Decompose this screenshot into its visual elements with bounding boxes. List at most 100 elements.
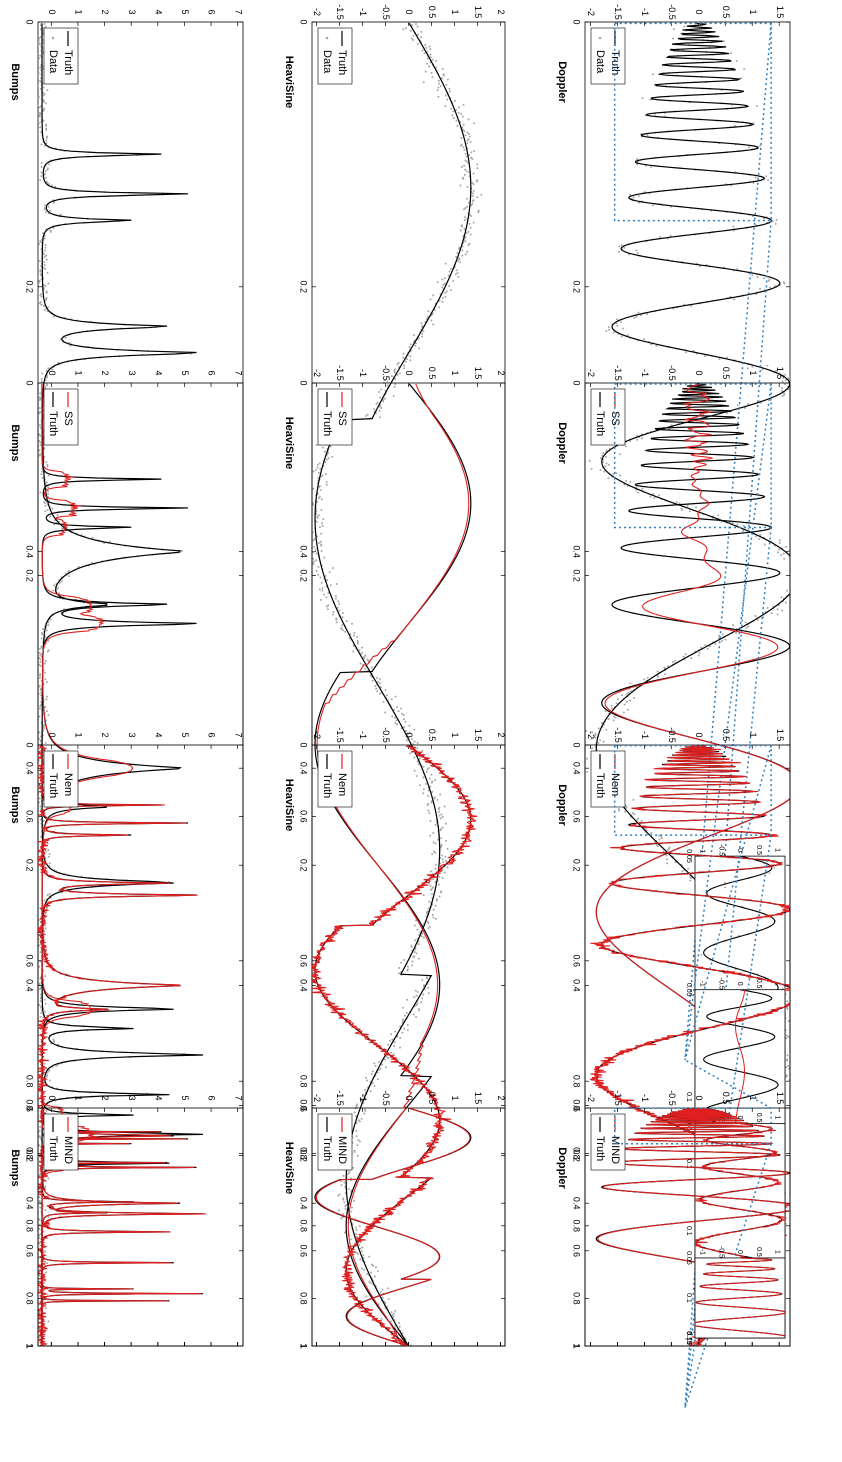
data-point — [327, 604, 330, 607]
data-point — [466, 185, 469, 188]
inset-y-tick-label: -0.5 — [717, 844, 724, 856]
y-tick-label: 7 — [233, 370, 243, 375]
data-point — [431, 75, 434, 78]
data-point — [42, 266, 45, 269]
data-point — [38, 1234, 41, 1237]
data-point — [39, 654, 42, 657]
data-point — [463, 130, 466, 133]
data-point — [42, 101, 45, 104]
data-point — [44, 741, 47, 744]
data-point — [607, 477, 610, 480]
data-point — [38, 715, 41, 718]
data-point — [446, 78, 449, 81]
data-point — [599, 469, 602, 472]
data-point — [406, 969, 409, 972]
data-point — [428, 900, 431, 903]
data-point — [428, 812, 431, 815]
x-tick-label: 1 — [25, 1343, 35, 1348]
data-point — [47, 855, 50, 858]
data-point — [369, 1282, 372, 1285]
data-point — [455, 269, 458, 272]
data-point — [680, 508, 683, 511]
data-point — [39, 294, 42, 297]
data-point — [743, 68, 746, 71]
data-point — [46, 271, 49, 274]
data-point — [460, 165, 463, 168]
data-point — [38, 97, 40, 100]
data-point — [47, 474, 50, 477]
data-point — [470, 156, 473, 159]
data-point — [421, 749, 424, 752]
data-point — [447, 274, 450, 277]
data-point — [790, 566, 792, 568]
zoom-box — [613, 22, 772, 222]
x-tick-label: 0.2 — [25, 859, 35, 872]
data-point — [783, 393, 786, 396]
data-point — [325, 481, 328, 484]
data-point — [317, 565, 320, 568]
data-point — [40, 380, 43, 383]
y-tick-label: 1 — [748, 370, 758, 375]
y-tick-label: 0 — [47, 9, 57, 14]
data-point — [464, 134, 467, 137]
data-point — [441, 286, 444, 289]
data-point — [312, 539, 315, 542]
data-point — [39, 426, 42, 429]
data-point — [378, 1061, 381, 1064]
x-tick-label: 1 — [25, 1343, 35, 1348]
data-point — [44, 974, 47, 977]
data-point — [393, 371, 396, 374]
legend: Truth Nem — [43, 750, 79, 808]
data-point — [47, 486, 50, 489]
data-point — [44, 1010, 47, 1013]
data-point — [383, 379, 386, 382]
data-point — [45, 907, 48, 910]
data-point — [379, 686, 382, 689]
data-point — [429, 834, 432, 837]
inset-data-point — [768, 872, 771, 874]
axes-frame — [311, 382, 506, 1347]
data-point — [398, 1321, 401, 1324]
data-point — [422, 792, 425, 795]
data-point — [384, 1058, 387, 1061]
data-point — [439, 85, 442, 88]
data-point — [629, 682, 632, 685]
data-point — [305, 530, 307, 532]
data-point — [53, 584, 56, 587]
data-point — [787, 1019, 790, 1022]
data-point — [38, 663, 41, 666]
data-point — [376, 690, 379, 693]
data-point — [47, 624, 50, 627]
data-point — [640, 820, 643, 823]
y-tick-label: 1 — [74, 370, 84, 375]
data-point — [40, 835, 43, 838]
data-point — [344, 1205, 347, 1208]
data-point — [614, 716, 617, 719]
data-point — [695, 506, 698, 509]
panel-mind-doppler: 0 0.2 0.4 0.6 0.8 1 1.5 1 0.5 0 -0.5 -1 -1.5 -2 Dopple… — [556, 1059, 791, 1409]
data-point — [410, 1344, 413, 1346]
data-point — [434, 851, 437, 854]
data-point — [636, 438, 639, 441]
data-point — [464, 207, 467, 210]
data-point — [47, 1215, 50, 1218]
data-point — [399, 1046, 402, 1049]
data-point — [465, 169, 468, 172]
y-tick-label: 5 — [180, 9, 190, 14]
data-point — [47, 367, 50, 370]
data-point — [612, 473, 615, 476]
x-tick-label: 0 — [572, 1105, 582, 1110]
data-point — [44, 246, 47, 249]
data-point — [675, 500, 678, 503]
data-point — [39, 240, 42, 243]
data-point — [669, 234, 672, 237]
data-point — [436, 798, 439, 801]
data-point — [636, 163, 639, 166]
data-point — [585, 730, 588, 733]
data-point — [720, 520, 723, 523]
data-point — [601, 461, 604, 464]
data-point — [438, 306, 441, 309]
data-point — [671, 661, 674, 664]
data-point — [438, 810, 441, 813]
data-point — [754, 176, 757, 179]
